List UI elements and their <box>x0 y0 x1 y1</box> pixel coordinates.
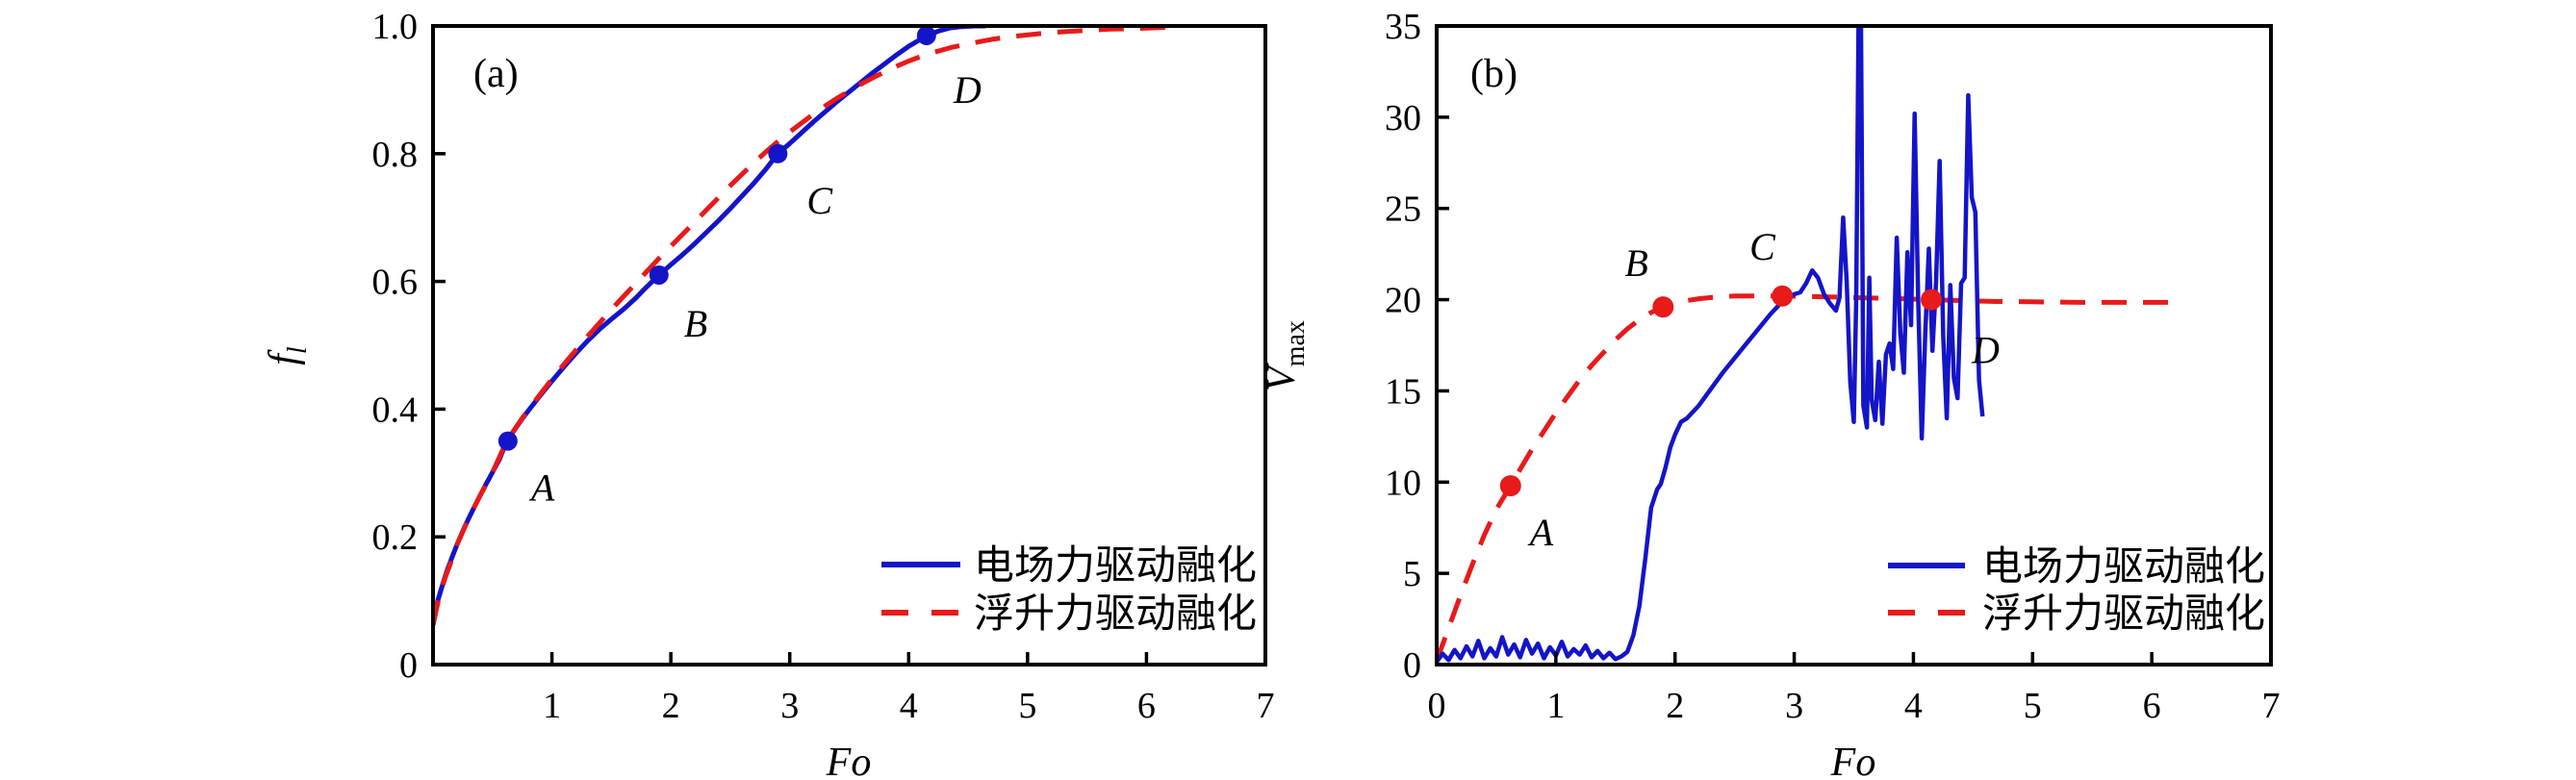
legend-label-buoyancy: 浮升力驱动融化 <box>1982 592 2265 637</box>
legend-label-electric: 电场力驱动融化 <box>974 544 1257 589</box>
panel-b: A B C D 0 1 2 3 4 5 6 7 0 5 10 15 20 25 30 35 (b) Fo Vmax 电场力驱动… <box>1260 7 2281 780</box>
y-tick-label: 10 <box>1385 463 1421 503</box>
y-tick-label: 0.6 <box>372 263 419 303</box>
y-axis-label: fl <box>262 346 313 365</box>
y-tick-label: 35 <box>1385 7 1421 47</box>
panel-b-markers: A B C D <box>1499 225 2000 554</box>
y-axis-label: Vmax <box>1260 320 1311 391</box>
panel-a-box <box>431 24 1267 667</box>
y-axis-label-sub: max <box>1281 320 1311 366</box>
series-electric-curve <box>433 26 986 626</box>
y-tick-label: 15 <box>1385 371 1421 412</box>
marker-label-C: C <box>1749 225 1776 268</box>
marker-label-D: D <box>1971 329 2000 372</box>
x-axis-label: Fo <box>1830 741 1876 780</box>
x-tick-label: 3 <box>1785 686 1803 726</box>
marker-label-B: B <box>1624 241 1647 285</box>
y-tick-label: 0.2 <box>372 517 419 558</box>
x-axis-label: Fo <box>826 741 872 780</box>
y-tick-label: 20 <box>1385 281 1421 321</box>
y-tick-label: 0.4 <box>372 390 419 430</box>
x-tick-label: 3 <box>780 686 799 726</box>
y-axis-label-main: V <box>1260 363 1304 391</box>
series-buoyancy-curve <box>433 26 1171 626</box>
x-tick-label: 4 <box>900 686 918 726</box>
x-tick-label: 5 <box>2024 686 2042 726</box>
x-tick-label: 7 <box>1257 686 1275 726</box>
marker-label-D: D <box>953 68 982 112</box>
marker-label-C: C <box>806 179 833 222</box>
panel-b-box <box>1435 24 2273 667</box>
marker-point-A <box>497 431 518 451</box>
marker-point-D <box>1921 289 1943 311</box>
x-tick-label: 5 <box>1018 686 1036 726</box>
panel-a: A B C D 1 2 3 4 5 6 7 0 0.2 0.4 0.6 0.8 1.0 (a) Fo fl 电场力驱动融… <box>262 7 1275 780</box>
x-tick-label: 7 <box>2262 686 2281 726</box>
x-tick-label: 6 <box>2143 686 2161 726</box>
x-tick-label: 2 <box>1666 686 1684 726</box>
x-tick-label: 0 <box>1428 686 1446 726</box>
marker-point-B <box>649 264 669 285</box>
x-tick-label: 2 <box>662 686 680 726</box>
marker-point-D <box>916 25 936 45</box>
y-tick-label: 5 <box>1403 554 1421 594</box>
panel-a-curves <box>433 26 1171 626</box>
legend-label-buoyancy: 浮升力驱动融化 <box>974 592 1257 637</box>
legend-label-electric: 电场力驱动融化 <box>1982 545 2265 590</box>
panel-a-markers: A B C D <box>497 25 982 510</box>
marker-point-C <box>1772 285 1794 307</box>
y-tick-label: 1.0 <box>372 7 419 47</box>
y-tick-label: 0.8 <box>372 135 419 175</box>
marker-label-A: A <box>1527 511 1554 554</box>
y-tick-label: 30 <box>1385 98 1421 138</box>
panel-tag-a: (a) <box>473 52 519 96</box>
y-tick-label: 25 <box>1385 189 1421 230</box>
y-tick-label: 0 <box>1403 645 1421 686</box>
marker-label-A: A <box>528 466 555 510</box>
marker-point-A <box>1499 475 1521 497</box>
y-tick-label: 0 <box>399 645 418 686</box>
panel-tag-b: (b) <box>1470 52 1518 96</box>
x-tick-label: 6 <box>1137 686 1156 726</box>
x-tick-label: 4 <box>1904 686 1923 726</box>
y-axis-label-sub: l <box>283 346 313 354</box>
marker-point-B <box>1652 296 1674 318</box>
x-tick-label: 1 <box>543 686 561 726</box>
marker-label-B: B <box>684 302 707 345</box>
x-tick-label: 1 <box>1546 686 1565 726</box>
marker-point-C <box>768 143 788 164</box>
